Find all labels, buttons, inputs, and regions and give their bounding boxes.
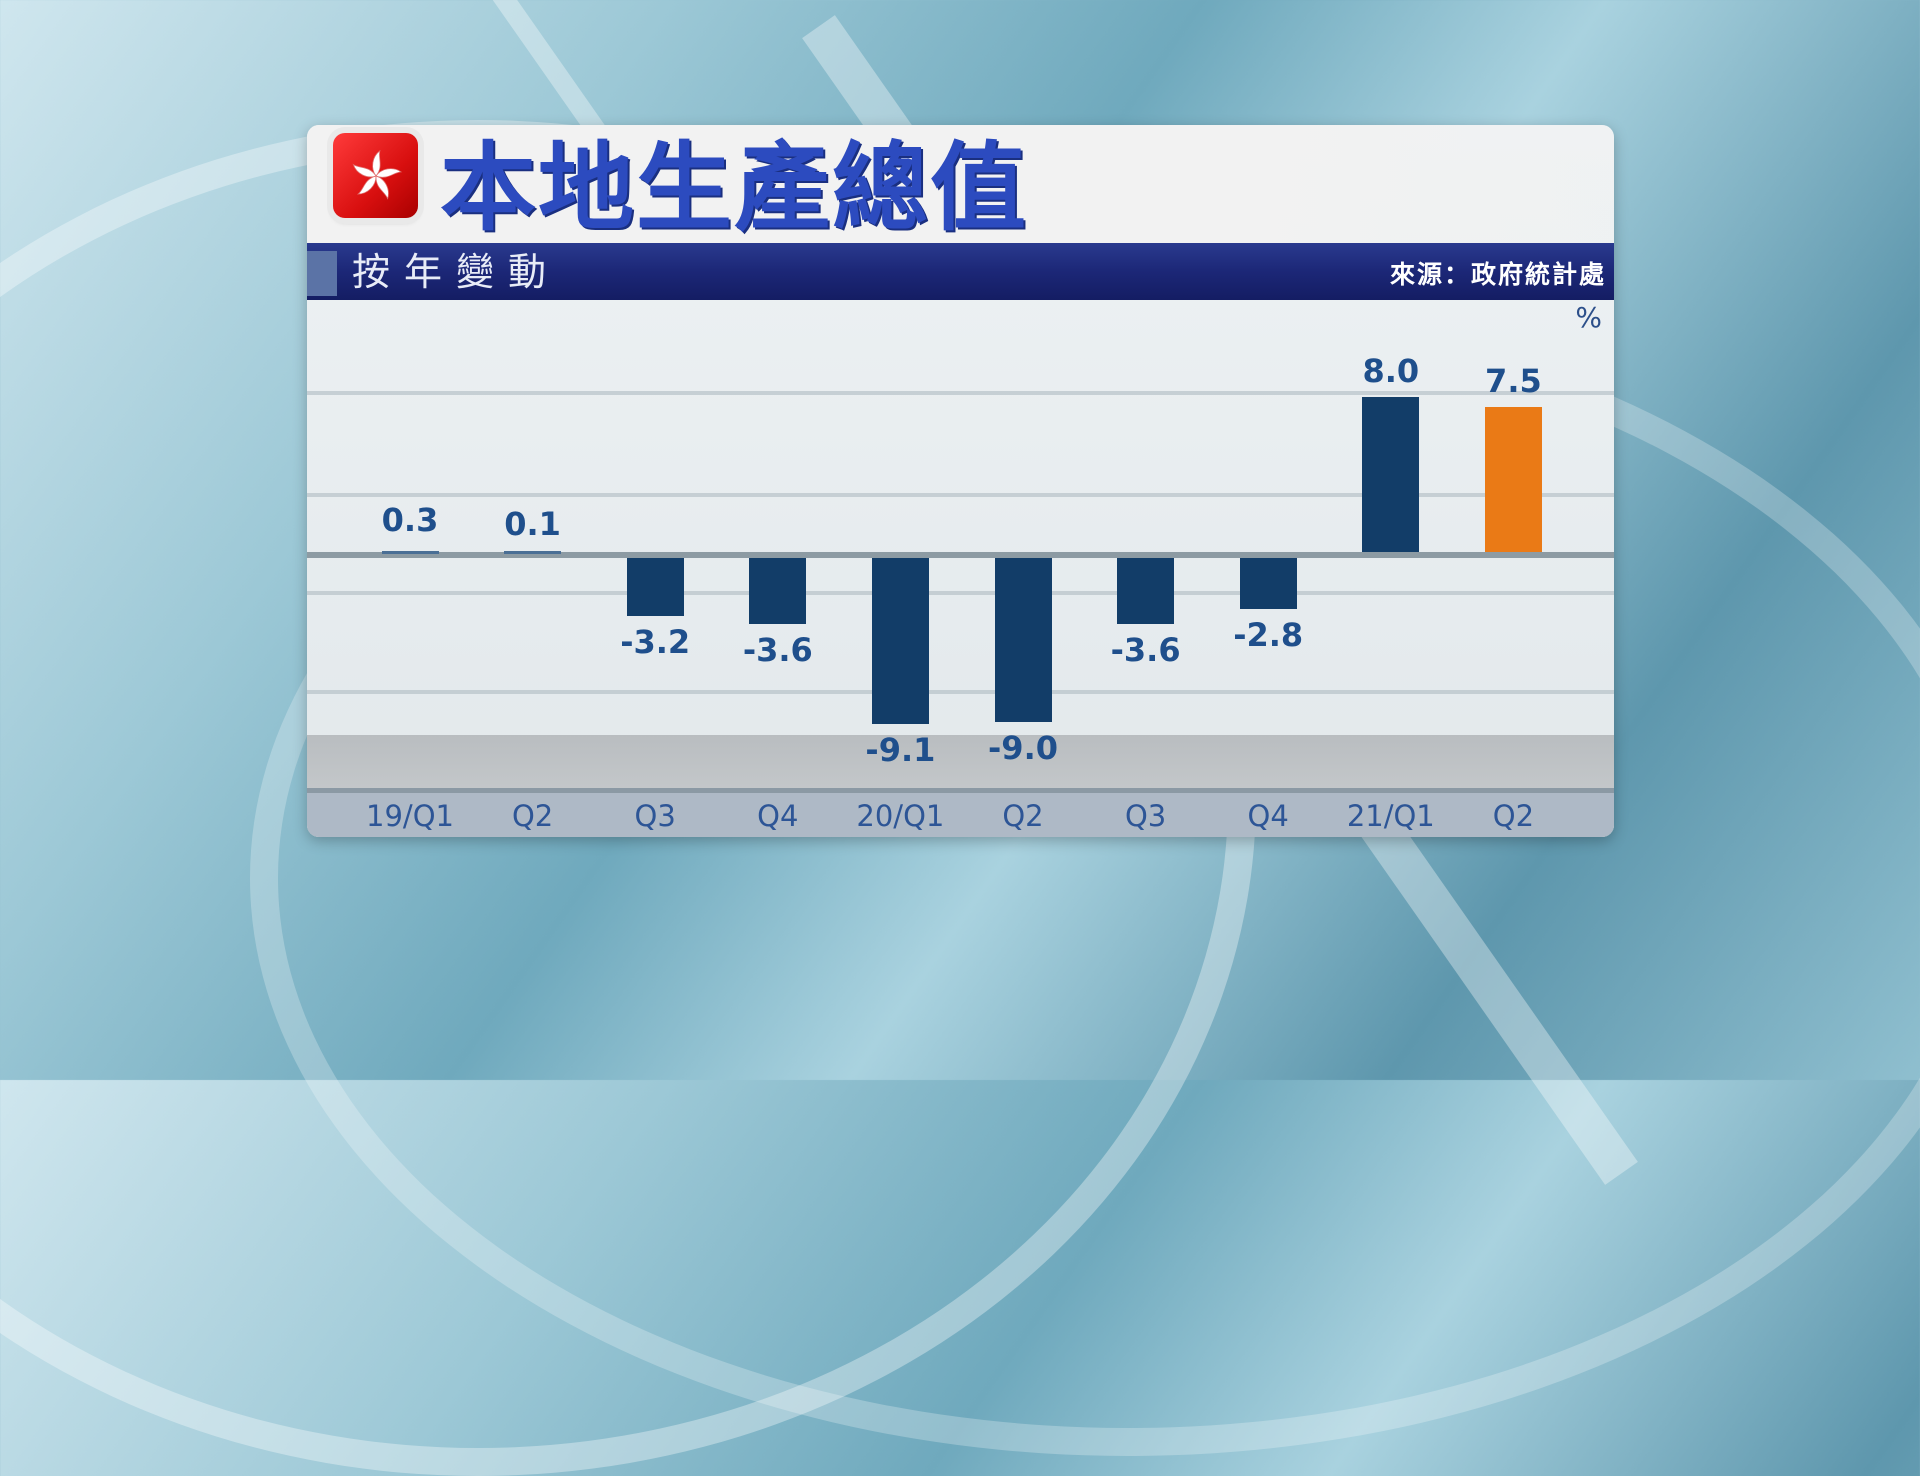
value-label: -3.6 (742, 630, 813, 669)
bar-8 (1362, 396, 1420, 552)
gridline (307, 391, 1614, 395)
x-tick-label: Q2 (511, 799, 554, 833)
subtitle-accent (307, 251, 337, 296)
value-label: -2.8 (1233, 615, 1304, 654)
unit-label: % (1575, 301, 1602, 334)
value-label: 7.5 (1485, 361, 1542, 400)
value-label: -9.0 (988, 728, 1058, 767)
value-label: -9.1 (865, 730, 936, 769)
gridline (307, 591, 1614, 595)
bar-2 (626, 558, 684, 617)
gridline (307, 690, 1614, 694)
bar-6 (1117, 558, 1175, 624)
bar-3 (749, 558, 807, 624)
x-axis: 19/Q1 Q2 Q3 Q4 20/Q1 Q2 Q3 Q4 21/Q1 Q2 (307, 788, 1614, 837)
x-tick-label: 19/Q1 (366, 799, 454, 833)
chart-title: 本地生產總值 (440, 132, 1028, 244)
gridline (307, 493, 1614, 497)
bar-5 (994, 558, 1052, 722)
x-tick-label: Q4 (1247, 799, 1289, 833)
bar-4 (871, 558, 929, 724)
x-tick-label: Q4 (757, 799, 799, 833)
value-label: 0.3 (381, 501, 439, 540)
zero-line (307, 552, 1614, 558)
chart-panel: 本地生產總值 按年變動 來源：政府統計處 % 0.3 0.1 -3.2 -3.6 -9.… (307, 125, 1614, 837)
bar-9 (1484, 406, 1542, 552)
hong-kong-flag-icon (333, 133, 418, 218)
bar-1 (504, 551, 562, 554)
value-label: 0.1 (504, 505, 561, 544)
title-area: 本地生產總值 (307, 125, 1614, 243)
x-tick-label: Q2 (1492, 799, 1535, 833)
x-tick-label: Q3 (1124, 799, 1167, 833)
value-label: -3.6 (1110, 630, 1181, 669)
x-tick-label: Q3 (634, 799, 676, 833)
x-tick-label: 20/Q1 (856, 799, 945, 833)
value-label: 8.0 (1362, 351, 1420, 390)
plot-area: 0.3 0.1 -3.2 -3.6 -9.1 -9.0 -3.6 -2.8 8.0 7.5 (307, 300, 1614, 837)
value-label: -3.2 (620, 623, 691, 662)
source-label: 來源：政府統計處 (1389, 260, 1606, 289)
bar-0 (381, 551, 439, 554)
x-tick-label: 21/Q1 (1346, 799, 1435, 833)
subtitle-bar: 按年變動 來源：政府統計處 (307, 243, 1614, 300)
bauhinia-icon (352, 149, 402, 200)
x-tick-label: Q2 (1002, 799, 1044, 833)
chart-subtitle: 按年變動 (352, 250, 561, 294)
bar-7 (1239, 558, 1297, 609)
